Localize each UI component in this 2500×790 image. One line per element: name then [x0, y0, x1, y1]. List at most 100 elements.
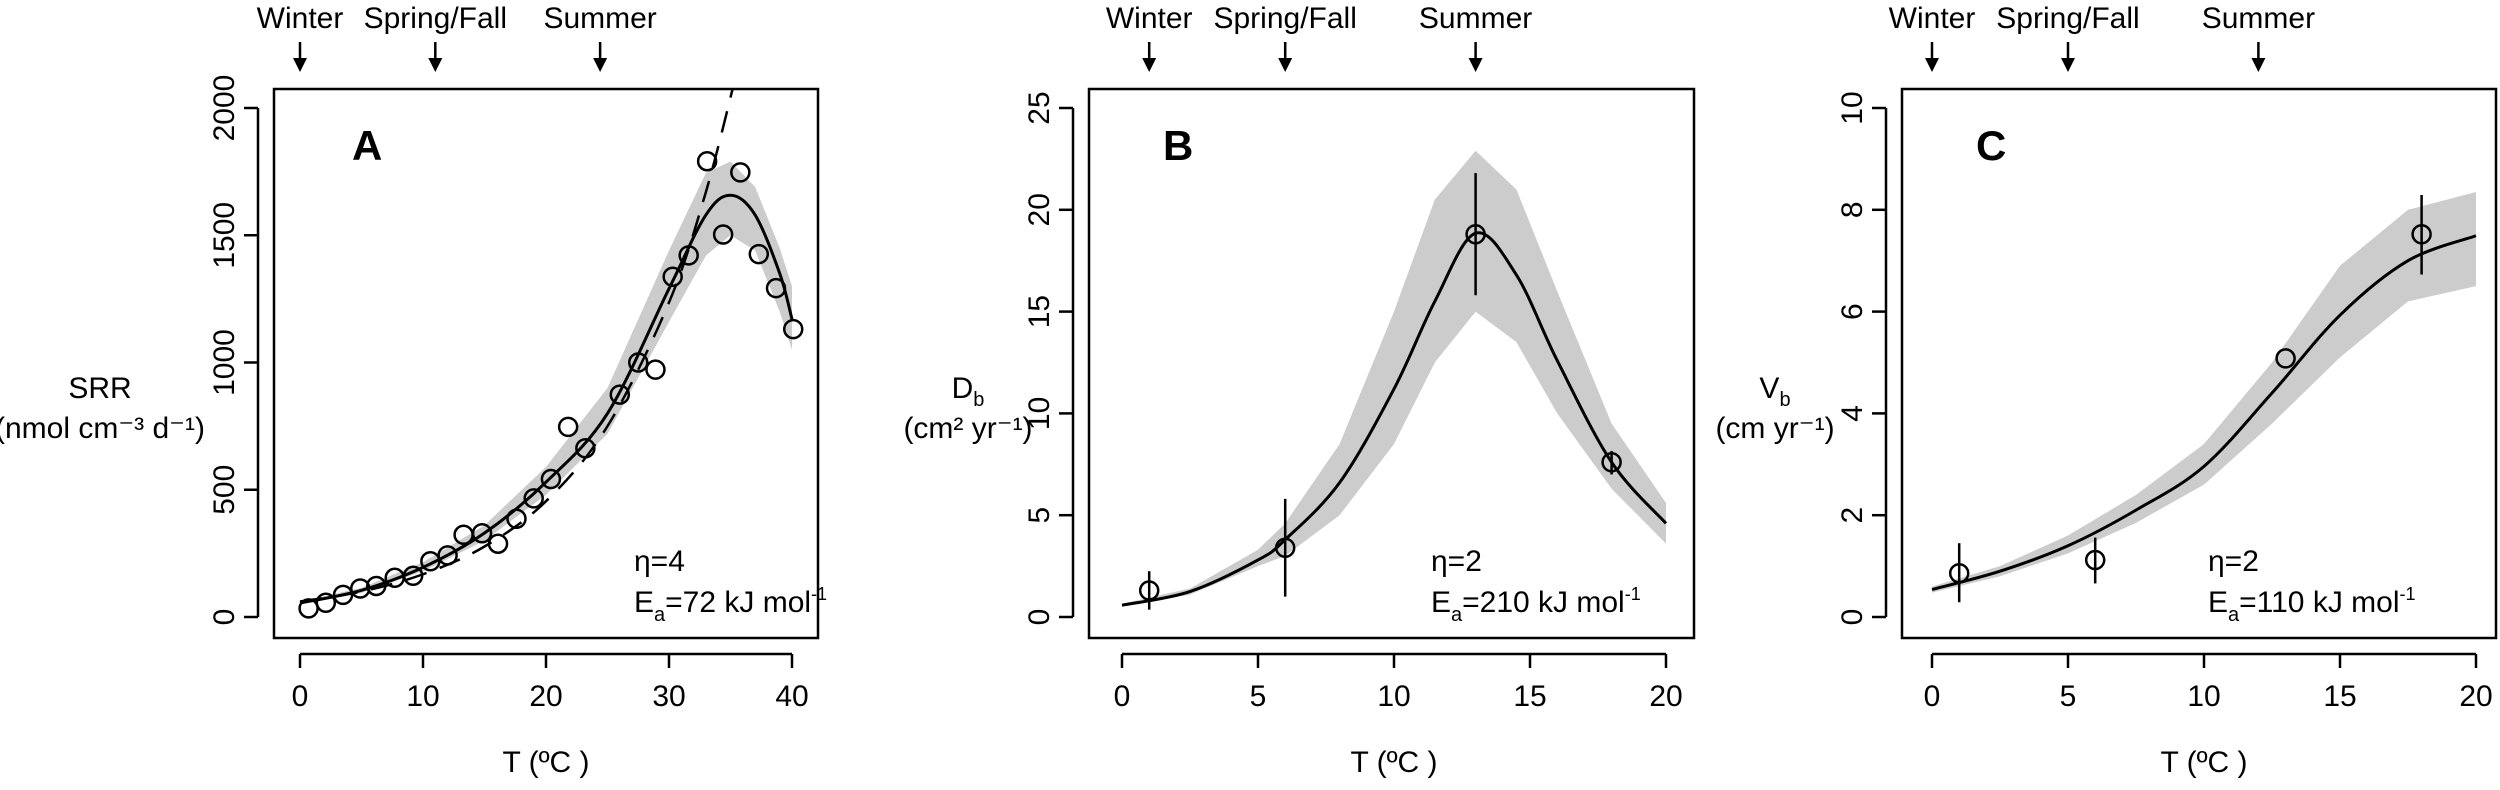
y-axis-title: SRR: [68, 372, 131, 405]
season-label: Summer: [543, 2, 656, 35]
down-arrow-icon: [593, 58, 608, 72]
season-label: Spring/Fall: [364, 2, 507, 35]
plot-frame: [1087, 87, 1696, 640]
data-point: [2275, 348, 2296, 369]
x-tick-label: 20: [529, 680, 562, 713]
data-point: [645, 359, 666, 380]
y-axis-symbol: SRR: [68, 372, 131, 405]
x-tick-label: 0: [1924, 680, 1941, 713]
y-axis-units: (cm yr⁻¹): [1715, 412, 1834, 445]
y-axis-symbol: V: [1759, 372, 1779, 405]
panel-a: 0 10 20 30 40 T (ºC ) 0 500 1000 1500 2000 SRR (nmol…: [0, 2, 827, 779]
eta-annotation: η=2: [2208, 545, 2259, 578]
confidence-band: [1122, 150, 1666, 607]
ea-subscript: a: [654, 604, 666, 626]
y-tick-label: 4: [1836, 405, 1869, 422]
data-point: [678, 245, 699, 266]
x-axis-title: T (ºC ): [1350, 746, 1437, 779]
y-tick-label: 0: [208, 609, 241, 626]
x-tick-label: 10: [1377, 680, 1410, 713]
y-tick-label: 2: [1836, 507, 1869, 524]
data-point: [315, 592, 337, 613]
ea-value: =110 kJ mol: [2239, 586, 2399, 619]
fit-line: [1121, 231, 1668, 607]
y-tick-label: 2000: [208, 75, 241, 142]
data-point: [366, 575, 387, 597]
eta-annotation: η=2: [1431, 545, 1482, 578]
x-tick-label: 20: [2459, 680, 2492, 713]
ea-superscript: -1: [2400, 584, 2416, 604]
data-point: [1138, 580, 1160, 601]
data-point: [782, 318, 804, 340]
data-point: [609, 384, 631, 405]
y-axis-symbol: D: [952, 372, 974, 405]
ea-symbol: E: [634, 586, 654, 619]
ea-superscript: -1: [811, 584, 827, 604]
data-point: [506, 508, 527, 530]
panel-letter: C: [1976, 122, 2006, 169]
y-tick-label: 1000: [208, 329, 241, 396]
plot-area: [1931, 191, 2477, 603]
data-point: [575, 438, 596, 459]
y-axis-units: (cm² yr⁻¹): [903, 412, 1032, 445]
season-label: Spring/Fall: [1996, 2, 2139, 35]
season-label: Summer: [2202, 2, 2315, 35]
y-tick-label: 25: [1023, 91, 1056, 124]
data-point: [557, 416, 579, 438]
y-tick-label: 10: [1836, 91, 1869, 124]
y-tick-label: 0: [1836, 609, 1869, 626]
fit-line: [1931, 234, 2477, 591]
plot-area: [298, 89, 804, 619]
y-axis-title: Vb: [1759, 372, 1790, 411]
down-arrow-icon: [2251, 58, 2266, 72]
fit-line: [299, 193, 794, 605]
season-label: Winter: [1889, 2, 1976, 35]
season-label: Summer: [1419, 2, 1532, 35]
data-point: [696, 150, 718, 172]
x-tick-label: 15: [1513, 680, 1546, 713]
ea-subscript: a: [1451, 604, 1463, 626]
data-point: [712, 224, 734, 245]
activation-energy-annotation: Ea=110 kJ mol-1: [2208, 584, 2416, 626]
data-point: [402, 565, 424, 587]
y-tick-label: 1500: [208, 202, 241, 269]
data-point: [1274, 537, 1296, 559]
data-point: [523, 488, 544, 509]
x-axis-title: T (ºC ): [502, 746, 589, 779]
ea-superscript: -1: [1625, 584, 1641, 604]
ea-value: =210 kJ mol: [1462, 586, 1625, 619]
x-tick-label: 20: [1649, 680, 1682, 713]
down-arrow-icon: [1925, 58, 1939, 72]
y-tick-label: 20: [1023, 193, 1056, 226]
confidence-band: [300, 161, 792, 605]
plot-area: [1121, 150, 1668, 610]
season-label: Spring/Fall: [1213, 2, 1356, 35]
y-tick-label: 500: [208, 465, 241, 515]
data-point: [471, 523, 493, 544]
down-arrow-icon: [428, 58, 443, 72]
panel-b: 0 5 10 15 20 T (ºC ) 0 5 10 15 20 25 Db(cm² yr⁻¹) Bη=…: [903, 2, 1696, 779]
data-point: [1948, 562, 1970, 584]
plot-frame: [1900, 87, 2498, 640]
x-tick-label: 10: [2187, 680, 2220, 713]
down-arrow-icon: [1278, 58, 1293, 72]
data-point: [332, 584, 354, 606]
data-point: [662, 266, 683, 287]
down-arrow-icon: [2061, 58, 2075, 72]
x-tick-label: 15: [2323, 680, 2356, 713]
data-point: [2411, 223, 2432, 245]
data-point: [765, 277, 787, 299]
y-tick-label: 8: [1836, 201, 1869, 218]
plot-frame: [272, 87, 820, 640]
y-tick-label: 15: [1023, 295, 1056, 328]
y-tick-label: 0: [1023, 609, 1056, 626]
x-tick-label: 5: [2060, 680, 2077, 713]
down-arrow-icon: [1468, 58, 1483, 72]
panel-letter: A: [352, 122, 382, 169]
panel-letter: B: [1163, 122, 1193, 169]
y-tick-label: 6: [1836, 303, 1869, 320]
y-axis-title: Db: [952, 372, 985, 411]
data-point: [487, 533, 509, 554]
ea-symbol: E: [1431, 586, 1451, 619]
